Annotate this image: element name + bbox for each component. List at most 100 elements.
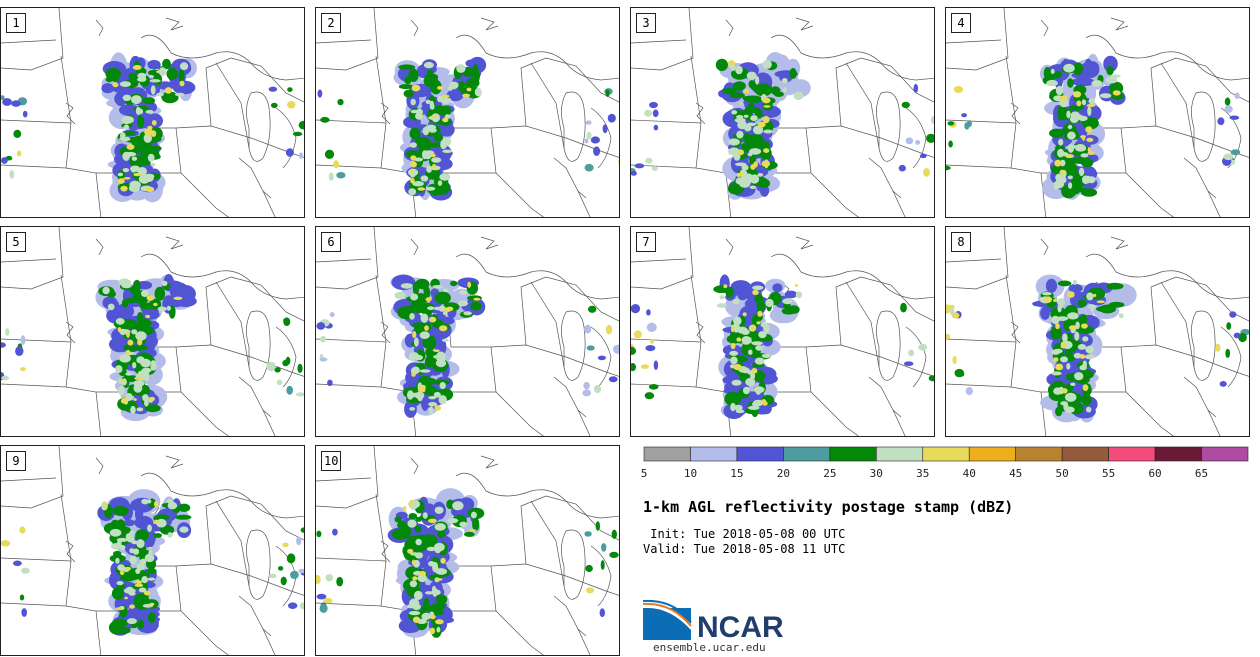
boundary-line (946, 122, 1017, 169)
reflectivity-cell (646, 322, 657, 332)
reflectivity-cell (447, 518, 459, 524)
boundary-line (316, 227, 379, 290)
reflectivity-cell (156, 518, 167, 528)
reflectivity-cell (600, 560, 605, 570)
reflectivity-cell (755, 76, 760, 85)
reflectivity-cell (414, 337, 419, 347)
boundary-line (1110, 17, 1129, 31)
boundary-line (1010, 167, 1047, 217)
reflectivity-cell (961, 113, 967, 118)
reflectivity-cell (462, 93, 470, 98)
reflectivity-cell (336, 576, 344, 587)
reflectivity-cell (282, 542, 289, 548)
reflectivity-cell (442, 117, 449, 123)
reflectivity-cell (651, 166, 658, 171)
boundary-line (1191, 91, 1216, 162)
boundary-line (876, 310, 901, 381)
colorbar-segment (1154, 446, 1202, 462)
boundary-line (876, 91, 901, 162)
reflectivity-cell (1224, 97, 1231, 106)
reflectivity-cell (116, 581, 124, 586)
reflectivity-cell (13, 129, 22, 138)
reflectivity-cell (1041, 292, 1052, 296)
reflectivity-cell (414, 525, 422, 533)
boundary-line (590, 545, 612, 607)
reflectivity-cell (147, 524, 152, 532)
reflectivity-cell (135, 568, 141, 574)
reflectivity-cell (731, 379, 742, 386)
reflectivity-cell (126, 535, 135, 543)
reflectivity-cell (584, 531, 592, 537)
reflectivity-cell (126, 144, 135, 150)
reflectivity-cell (111, 587, 124, 600)
reflectivity-cell (965, 387, 973, 396)
reflectivity-cell (1223, 153, 1234, 161)
boundary-line (795, 17, 814, 31)
reflectivity-cell (320, 335, 327, 343)
ensemble-member-panel: 2 (315, 7, 620, 218)
member-number-label: 7 (636, 232, 656, 252)
reflectivity-cell (22, 110, 28, 118)
reflectivity-cell (133, 159, 151, 166)
reflectivity-cell (1066, 363, 1071, 370)
reflectivity-cell (428, 402, 438, 407)
boundary-line (316, 55, 387, 124)
reflectivity-cell (1058, 138, 1064, 146)
reflectivity-cell (138, 580, 142, 584)
reflectivity-cell (1064, 392, 1077, 402)
colorbar-tick-label: 60 (1148, 467, 1162, 480)
reflectivity-cell (950, 307, 955, 316)
reflectivity-cell (1045, 278, 1058, 293)
reflectivity-cell (1, 95, 5, 101)
reflectivity-cell (145, 109, 154, 114)
boundary-line (1150, 57, 1249, 127)
reflectivity-cell (277, 566, 284, 571)
reflectivity-cell (122, 94, 132, 102)
boundary-line (215, 500, 250, 587)
reflectivity-cell (137, 619, 144, 630)
reflectivity-cell (652, 109, 659, 118)
reflectivity-cell (146, 499, 152, 504)
boundary-line (553, 595, 587, 637)
boundary-line (480, 236, 499, 250)
reflectivity-cell (762, 59, 772, 69)
boundary-line (1, 493, 72, 562)
reflectivity-cell (147, 153, 155, 162)
member-number-label: 2 (321, 13, 341, 33)
reflectivity-cell (474, 87, 482, 97)
reflectivity-cell (752, 285, 764, 291)
reflectivity-cell (946, 304, 952, 314)
reflectivity-cell (1093, 293, 1097, 297)
member-number-label: 1 (6, 13, 26, 33)
reflectivity-cell (1074, 144, 1086, 152)
reflectivity-cell (753, 125, 764, 135)
reflectivity-cell (147, 612, 156, 623)
boundary-line (1, 274, 72, 343)
reflectivity-cell (1099, 93, 1112, 99)
reflectivity-cell (179, 526, 189, 533)
reflectivity-cell (413, 590, 423, 600)
reflectivity-cell (131, 329, 138, 335)
boundary-line (805, 125, 934, 174)
reflectivity-cell (16, 150, 22, 157)
reflectivity-cell (750, 324, 757, 332)
reflectivity-cell (135, 331, 147, 341)
reflectivity-cell (789, 68, 797, 79)
boundary-line (262, 190, 276, 217)
reflectivity-cell (926, 133, 934, 143)
reflectivity-cell (180, 62, 189, 71)
boundary-line (175, 125, 304, 174)
reflectivity-cell (2, 98, 12, 106)
reflectivity-cell (391, 528, 409, 540)
boundary-line (1207, 409, 1221, 436)
reflectivity-cell (394, 516, 402, 523)
reflectivity-cell (1057, 280, 1072, 287)
reflectivity-cell (408, 535, 419, 541)
reflectivity-cell (736, 172, 741, 178)
reflectivity-cell (316, 530, 322, 538)
reflectivity-cell (1, 540, 11, 547)
reflectivity-cell (1081, 323, 1088, 329)
reflectivity-cell (327, 379, 333, 386)
reflectivity-cell (759, 140, 770, 150)
reflectivity-cell (618, 158, 619, 166)
